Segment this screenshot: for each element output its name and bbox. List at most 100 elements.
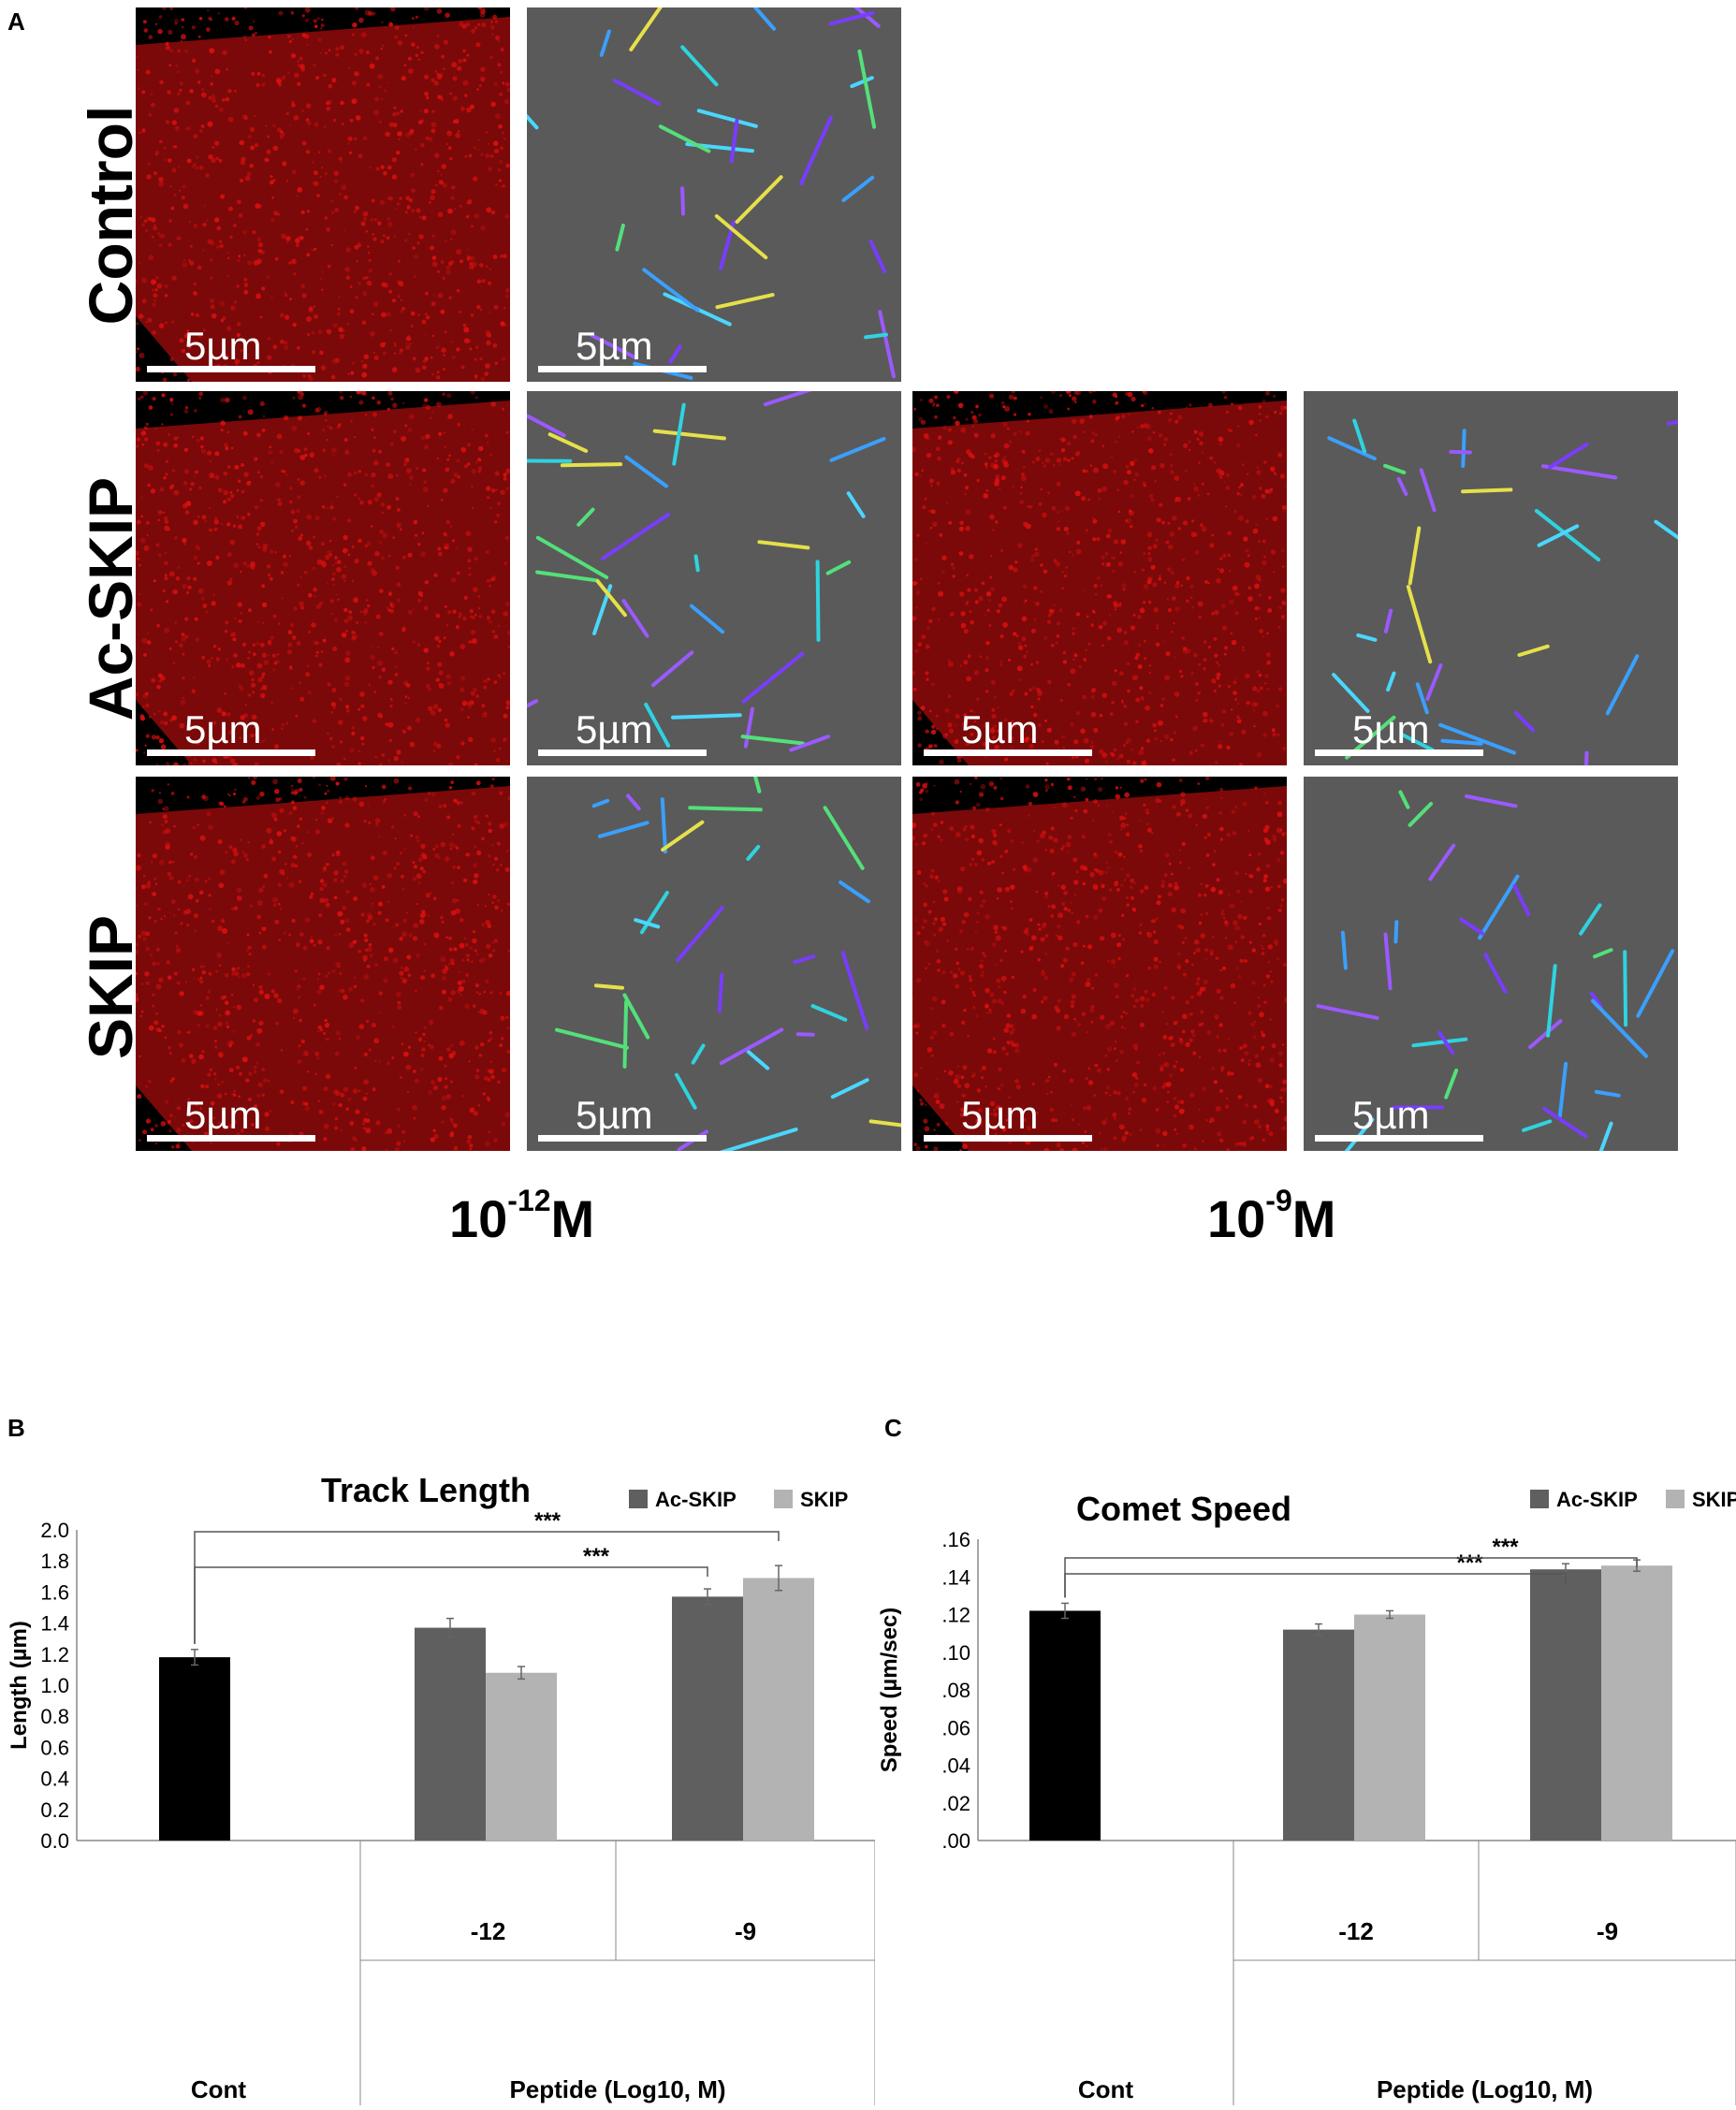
significance-bracket — [194, 1531, 780, 1644]
ac-skip-12-fluorescence: 5µm — [136, 391, 510, 765]
bar-skip-9 — [743, 1578, 814, 1841]
bar-ac-skip-9 — [672, 1596, 743, 1841]
error-bar — [191, 1649, 198, 1666]
panel-a-letter: A — [7, 7, 25, 36]
bar-skip-12 — [486, 1672, 557, 1841]
control-fluorescence: 5µm — [136, 7, 510, 382]
group-label: -12 — [1338, 1917, 1374, 1945]
concentration-label-12: 10-12M — [449, 1184, 595, 1248]
y-tick-label: 1.8 — [40, 1550, 69, 1573]
error-bar — [775, 1564, 782, 1592]
y-tick-label: .16 — [941, 1528, 970, 1551]
category-label-peptide: Peptide (Log10, M) — [1377, 2075, 1593, 2103]
scale-bar — [147, 1135, 315, 1142]
skip-12-fluorescence: 5µm — [136, 777, 510, 1151]
chart-track-length: B Track Length Ac-SKIP SKIP 0.0 0.2 0.4 0.6 0.8 1… — [7, 1414, 875, 2105]
significance-bracket — [1064, 1557, 1638, 1598]
scale-bar — [538, 366, 707, 372]
panel-letter: C — [884, 1414, 902, 1442]
bar-ac-skip-9 — [1530, 1569, 1601, 1841]
scale-bar — [1315, 749, 1483, 756]
y-tick-label: .06 — [941, 1716, 970, 1739]
scale-bar — [538, 749, 707, 756]
y-tick-label: 1.6 — [40, 1580, 69, 1604]
legend-label: SKIP — [800, 1488, 848, 1511]
scale-bar-label: 5µm — [576, 707, 653, 751]
control-tracks: 5µm — [527, 7, 901, 382]
error-bar — [1386, 1609, 1393, 1620]
y-tick-label: 0.4 — [40, 1768, 69, 1791]
legend-swatch-skip — [1666, 1490, 1685, 1508]
error-bar — [518, 1666, 525, 1681]
significance-stars: *** — [583, 1544, 610, 1569]
legend-swatch-ac-skip — [629, 1490, 648, 1508]
category-label-cont: Cont — [1078, 2075, 1134, 2103]
chart-title: Track Length — [321, 1471, 531, 1509]
y-tick-label: 1.4 — [40, 1612, 69, 1636]
y-axis-label: Length (µm) — [7, 1621, 32, 1750]
y-tick-label: .12 — [941, 1604, 970, 1627]
bar-control — [1029, 1610, 1101, 1841]
y-tick-label: 2.0 — [40, 1519, 69, 1542]
y-tick-label: 0.2 — [40, 1798, 69, 1822]
bar-skip-9 — [1601, 1565, 1672, 1841]
legend-label: Ac-SKIP — [655, 1488, 737, 1511]
y-tick-label: .04 — [941, 1754, 970, 1778]
ac-skip-12-tracks: 5µm — [527, 391, 901, 765]
error-bar — [704, 1588, 711, 1606]
chart-title: Comet Speed — [1076, 1490, 1291, 1528]
scale-bar — [924, 749, 1092, 756]
skip-9-tracks: 5µm — [1304, 777, 1678, 1151]
scale-bar-label: 5µm — [1352, 1093, 1430, 1137]
panel-letter: B — [7, 1414, 25, 1442]
y-tick-label: 0.8 — [40, 1705, 69, 1728]
bar-skip-12 — [1354, 1614, 1425, 1841]
bar-control — [159, 1657, 230, 1841]
concentration-label-9: 10-9M — [1207, 1184, 1336, 1248]
y-tick-label: 0.6 — [40, 1736, 69, 1759]
scale-bar-label: 5µm — [576, 324, 653, 368]
scale-bar — [1315, 1135, 1483, 1142]
ac-skip-9-tracks: 5µm — [1304, 391, 1678, 765]
group-label: -9 — [735, 1917, 756, 1945]
skip-9-fluorescence: 5µm — [912, 777, 1287, 1151]
error-bar — [1315, 1623, 1322, 1637]
significance-bracket — [1064, 1573, 1567, 1598]
category-label-cont: Cont — [191, 2075, 247, 2103]
scale-bar — [147, 366, 315, 372]
legend-label: SKIP — [1692, 1488, 1736, 1511]
significance-stars: *** — [1456, 1550, 1483, 1576]
y-tick-label: .14 — [941, 1565, 970, 1589]
scale-bar-label: 5µm — [184, 707, 262, 751]
bar-ac-skip-12 — [1283, 1629, 1354, 1841]
y-axis-label: Speed (µm/sec) — [877, 1608, 902, 1773]
y-tick-label: 0.0 — [40, 1829, 69, 1853]
scale-bar-label: 5µm — [1352, 707, 1430, 751]
legend-label: Ac-SKIP — [1556, 1488, 1638, 1511]
y-tick-label: .08 — [941, 1679, 970, 1702]
y-tick-label: .02 — [941, 1792, 970, 1815]
scale-bar — [147, 749, 315, 756]
scale-bar-label: 5µm — [961, 707, 1039, 751]
error-bar — [446, 1617, 454, 1638]
y-tick-label: .00 — [941, 1829, 970, 1853]
group-label: -9 — [1597, 1917, 1618, 1945]
ac-skip-9-fluorescence: 5µm — [912, 391, 1287, 765]
group-label: -12 — [471, 1917, 506, 1945]
scale-bar-label: 5µm — [961, 1093, 1039, 1137]
significance-stars: *** — [1492, 1535, 1519, 1560]
legend-swatch-skip — [774, 1490, 793, 1508]
y-tick-label: 1.0 — [40, 1674, 69, 1697]
scale-bar-label: 5µm — [184, 1093, 262, 1137]
scale-bar — [924, 1135, 1092, 1142]
y-tick-label: .10 — [941, 1641, 970, 1665]
scale-bar-label: 5µm — [576, 1093, 653, 1137]
legend-swatch-ac-skip — [1530, 1490, 1549, 1508]
significance-stars: *** — [534, 1508, 562, 1534]
scale-bar — [538, 1135, 707, 1142]
chart-comet-speed: C Comet Speed Ac-SKIP SKIP .00 .02 .04 .06 .08 .1… — [877, 1414, 1736, 2105]
category-label-peptide: Peptide (Log10, M) — [509, 2075, 725, 2103]
scale-bar-label: 5µm — [184, 324, 262, 368]
bar-ac-skip-12 — [415, 1627, 486, 1841]
error-bar — [1061, 1602, 1069, 1620]
